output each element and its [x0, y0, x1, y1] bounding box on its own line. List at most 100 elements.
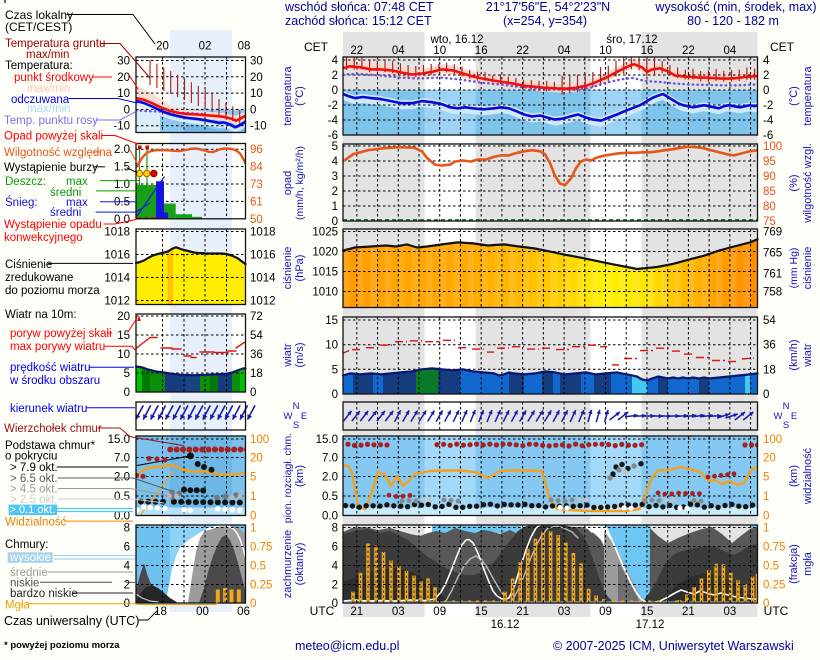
- svg-text:poryw powyżej skali: poryw powyżej skali: [10, 328, 112, 340]
- svg-text:średnie: średnie: [10, 567, 48, 579]
- svg-text:5: 5: [332, 364, 338, 376]
- svg-text:0.0: 0.0: [114, 214, 130, 226]
- svg-text:04: 04: [558, 45, 571, 57]
- svg-text:-6: -6: [763, 130, 773, 142]
- svg-text:4: 4: [332, 55, 339, 67]
- svg-text:0: 0: [763, 598, 769, 610]
- svg-text:75: 75: [763, 216, 776, 228]
- svg-text:0: 0: [763, 389, 769, 401]
- svg-text:* powyżej poziomu morza: * powyżej poziomu morza: [4, 640, 120, 651]
- svg-text:Wystąpienie burzy: Wystąpienie burzy: [4, 162, 98, 174]
- svg-text:> 4.5 okt.: > 4.5 okt.: [10, 484, 58, 496]
- svg-text:meteo@icm.edu.pl: meteo@icm.edu.pl: [295, 639, 399, 653]
- svg-text:72: 72: [250, 311, 263, 323]
- svg-text:0: 0: [124, 104, 130, 116]
- svg-text:1010: 1010: [312, 287, 338, 299]
- svg-text:wysokość (min, środek, max): wysokość (min, środek, max): [654, 0, 816, 14]
- svg-text:10: 10: [599, 45, 612, 57]
- svg-text:10: 10: [433, 45, 446, 57]
- svg-text:100: 100: [763, 434, 782, 446]
- svg-text:0.5: 0.5: [114, 491, 130, 503]
- svg-text:(km): (km): [788, 465, 800, 487]
- svg-text:18: 18: [763, 364, 776, 376]
- svg-text:10: 10: [250, 88, 263, 100]
- svg-text:20: 20: [156, 41, 169, 53]
- svg-text:1.0: 1.0: [114, 179, 130, 191]
- svg-text:03: 03: [724, 606, 737, 618]
- svg-text:widzialność: widzialność: [802, 447, 814, 505]
- svg-text:opad: opad: [282, 171, 294, 195]
- svg-text:-10: -10: [113, 121, 130, 133]
- svg-text:1: 1: [250, 523, 256, 535]
- svg-text:śro, 17.12: śro, 17.12: [606, 34, 657, 46]
- svg-text:90: 90: [763, 171, 776, 183]
- svg-text:0.5: 0.5: [114, 196, 130, 208]
- svg-text:03: 03: [392, 606, 405, 618]
- svg-text:zredukowane: zredukowane: [5, 272, 73, 284]
- svg-text:7.0: 7.0: [322, 453, 338, 465]
- svg-text:16.12: 16.12: [491, 619, 520, 631]
- svg-text:niskie: niskie: [10, 578, 39, 590]
- svg-text:Ciśnienie: Ciśnienie: [5, 259, 52, 271]
- svg-text:0.5: 0.5: [250, 561, 266, 573]
- svg-text:(mm Hg): (mm Hg): [788, 248, 800, 289]
- svg-text:22: 22: [682, 45, 695, 57]
- svg-text:Podstawa chmur*: Podstawa chmur*: [5, 440, 96, 452]
- svg-text:1012: 1012: [250, 296, 276, 308]
- svg-text:0.25: 0.25: [250, 580, 272, 592]
- svg-text:temperatura: temperatura: [802, 65, 814, 125]
- svg-text:02: 02: [199, 41, 212, 53]
- svg-text:max: max: [66, 176, 88, 188]
- svg-text:85: 85: [763, 186, 776, 198]
- svg-text:22: 22: [350, 45, 363, 57]
- svg-text:0: 0: [332, 85, 338, 97]
- svg-text:zachód słońca: 15:12 CET: zachód słońca: 15:12 CET: [285, 14, 432, 28]
- svg-text:80 - 120 - 182 m: 80 - 120 - 182 m: [687, 14, 779, 28]
- svg-text:Chmury:: Chmury:: [5, 539, 48, 551]
- svg-text:84: 84: [250, 162, 263, 174]
- svg-text:0: 0: [250, 511, 256, 523]
- svg-text:(%): (%): [788, 174, 800, 191]
- svg-text:-4: -4: [763, 115, 774, 127]
- svg-text:16: 16: [475, 45, 488, 57]
- svg-text:Temperatura gruntu: Temperatura gruntu: [5, 38, 105, 50]
- svg-text:Mgła: Mgła: [5, 600, 31, 612]
- svg-text:Czas lokalny: Czas lokalny: [5, 8, 73, 22]
- svg-text:0.0: 0.0: [322, 511, 338, 523]
- svg-text:20: 20: [250, 453, 263, 465]
- svg-text:wiatr: wiatr: [282, 343, 294, 368]
- svg-text:1018: 1018: [250, 227, 276, 239]
- svg-text:punkt środkowy: punkt środkowy: [14, 72, 94, 84]
- svg-text:(°C): (°C): [294, 86, 306, 106]
- svg-text:Wilgotność względna: Wilgotność względna: [4, 147, 113, 159]
- svg-text:765: 765: [763, 248, 782, 260]
- svg-text:UTC: UTC: [310, 604, 335, 618]
- svg-text:2: 2: [332, 70, 338, 82]
- svg-text:S: S: [293, 420, 299, 431]
- svg-text:0.5: 0.5: [763, 561, 779, 573]
- svg-text:15: 15: [117, 330, 130, 342]
- svg-text:61: 61: [250, 196, 263, 208]
- svg-text:> 7.9 okt.: > 7.9 okt.: [10, 462, 58, 474]
- svg-text:mgła: mgła: [802, 551, 814, 576]
- svg-text:2: 2: [763, 70, 769, 82]
- svg-text:5: 5: [250, 472, 256, 484]
- svg-text:08: 08: [238, 41, 251, 53]
- svg-text:50: 50: [250, 214, 263, 226]
- svg-text:17.12: 17.12: [636, 619, 665, 631]
- svg-text:1025: 1025: [312, 227, 338, 239]
- svg-text:średni: średni: [50, 207, 81, 219]
- svg-text:(°C): (°C): [788, 86, 800, 106]
- svg-text:(km): (km): [294, 465, 306, 487]
- svg-text:Śnieg:: Śnieg:: [5, 196, 38, 209]
- svg-text:04: 04: [724, 45, 737, 57]
- svg-text:2.0: 2.0: [322, 472, 338, 484]
- svg-text:18: 18: [154, 606, 167, 618]
- svg-text:CET: CET: [304, 40, 329, 54]
- svg-text:ciśnienie: ciśnienie: [282, 247, 294, 290]
- svg-text:5: 5: [124, 368, 130, 380]
- svg-text:1014: 1014: [250, 273, 276, 285]
- svg-text:0: 0: [763, 85, 769, 97]
- svg-text:10: 10: [117, 349, 130, 361]
- svg-text:2: 2: [332, 186, 338, 198]
